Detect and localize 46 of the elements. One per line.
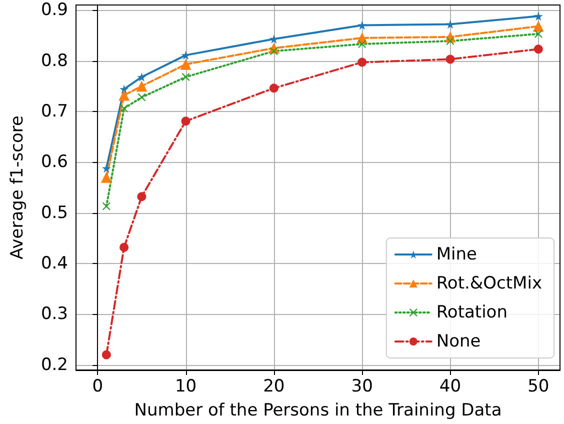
point: [137, 72, 146, 82]
point: [534, 30, 542, 38]
point: [446, 36, 454, 45]
x-tick-label: 50: [528, 376, 550, 396]
point: [100, 172, 112, 183]
legend-label: None: [436, 332, 481, 352]
point: [534, 12, 543, 21]
point: [102, 164, 111, 173]
point: [358, 20, 367, 30]
legend-label: Rotation: [436, 302, 508, 322]
point: [358, 40, 366, 48]
y-tick-label: 0.4: [40, 254, 68, 274]
point: [532, 20, 544, 32]
point: [120, 242, 129, 252]
y-tick-label: 0.3: [40, 304, 68, 324]
x-axis-title: Number of the Persons in the Training Data: [134, 400, 502, 420]
point: [136, 80, 148, 92]
point: [102, 202, 110, 210]
point: [534, 44, 543, 54]
x-tick-label: 10: [174, 376, 197, 396]
x-tick-label: 0: [92, 376, 104, 396]
point: [120, 84, 129, 94]
point: [118, 90, 130, 101]
y-tick-label: 0.2: [40, 354, 68, 375]
point: [270, 47, 278, 56]
point: [446, 54, 455, 64]
y-tick-label: 0.8: [40, 50, 68, 71]
point: [120, 104, 128, 112]
legend-label: Rot.&OctMix: [436, 274, 542, 294]
point: [182, 72, 190, 81]
legend-label: Mine: [436, 244, 478, 264]
point: [102, 350, 111, 360]
y-axis-title: Average f1-score: [8, 116, 28, 260]
x-tick-label: 20: [263, 376, 285, 396]
y-tick-label: 0.9: [40, 0, 68, 20]
x-tick-label: 30: [351, 376, 373, 396]
point: [269, 84, 278, 93]
y-tick-label: 0.5: [40, 202, 68, 223]
y-tick-label: 0.6: [40, 152, 68, 172]
point: [138, 93, 146, 102]
y-tick-label: 0.7: [40, 101, 68, 122]
x-tick-label: 40: [439, 376, 462, 396]
point: [181, 116, 190, 126]
point: [358, 58, 367, 67]
point: [180, 58, 192, 70]
point: [137, 192, 146, 202]
